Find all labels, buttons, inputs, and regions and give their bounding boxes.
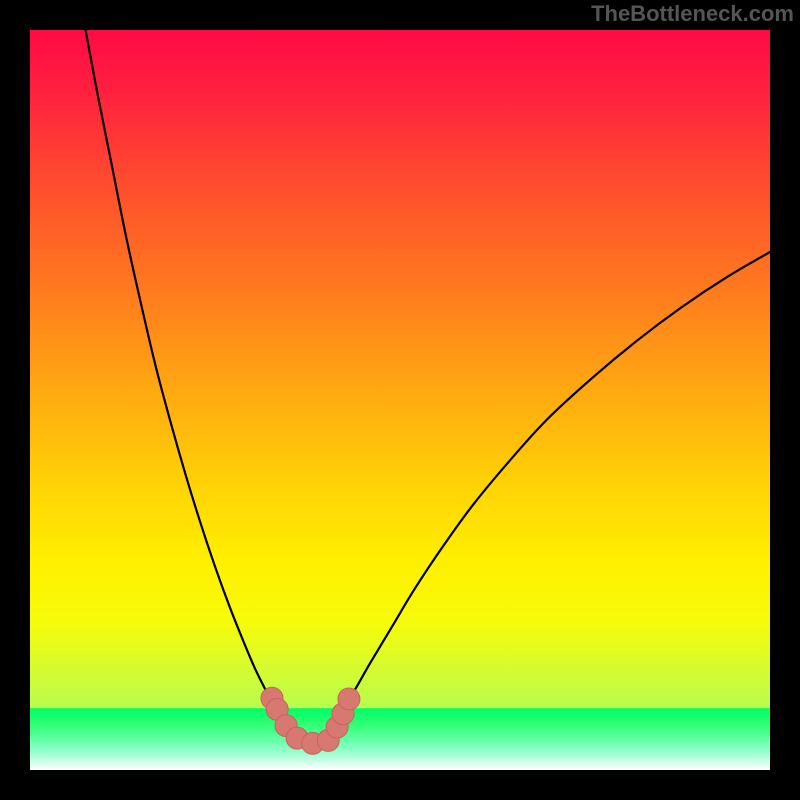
valley-marker (338, 688, 360, 710)
watermark-text: TheBottleneck.com (591, 1, 794, 27)
chart-svg (0, 0, 800, 800)
chart-container: TheBottleneck.com (0, 0, 800, 800)
plot-background (30, 30, 770, 770)
